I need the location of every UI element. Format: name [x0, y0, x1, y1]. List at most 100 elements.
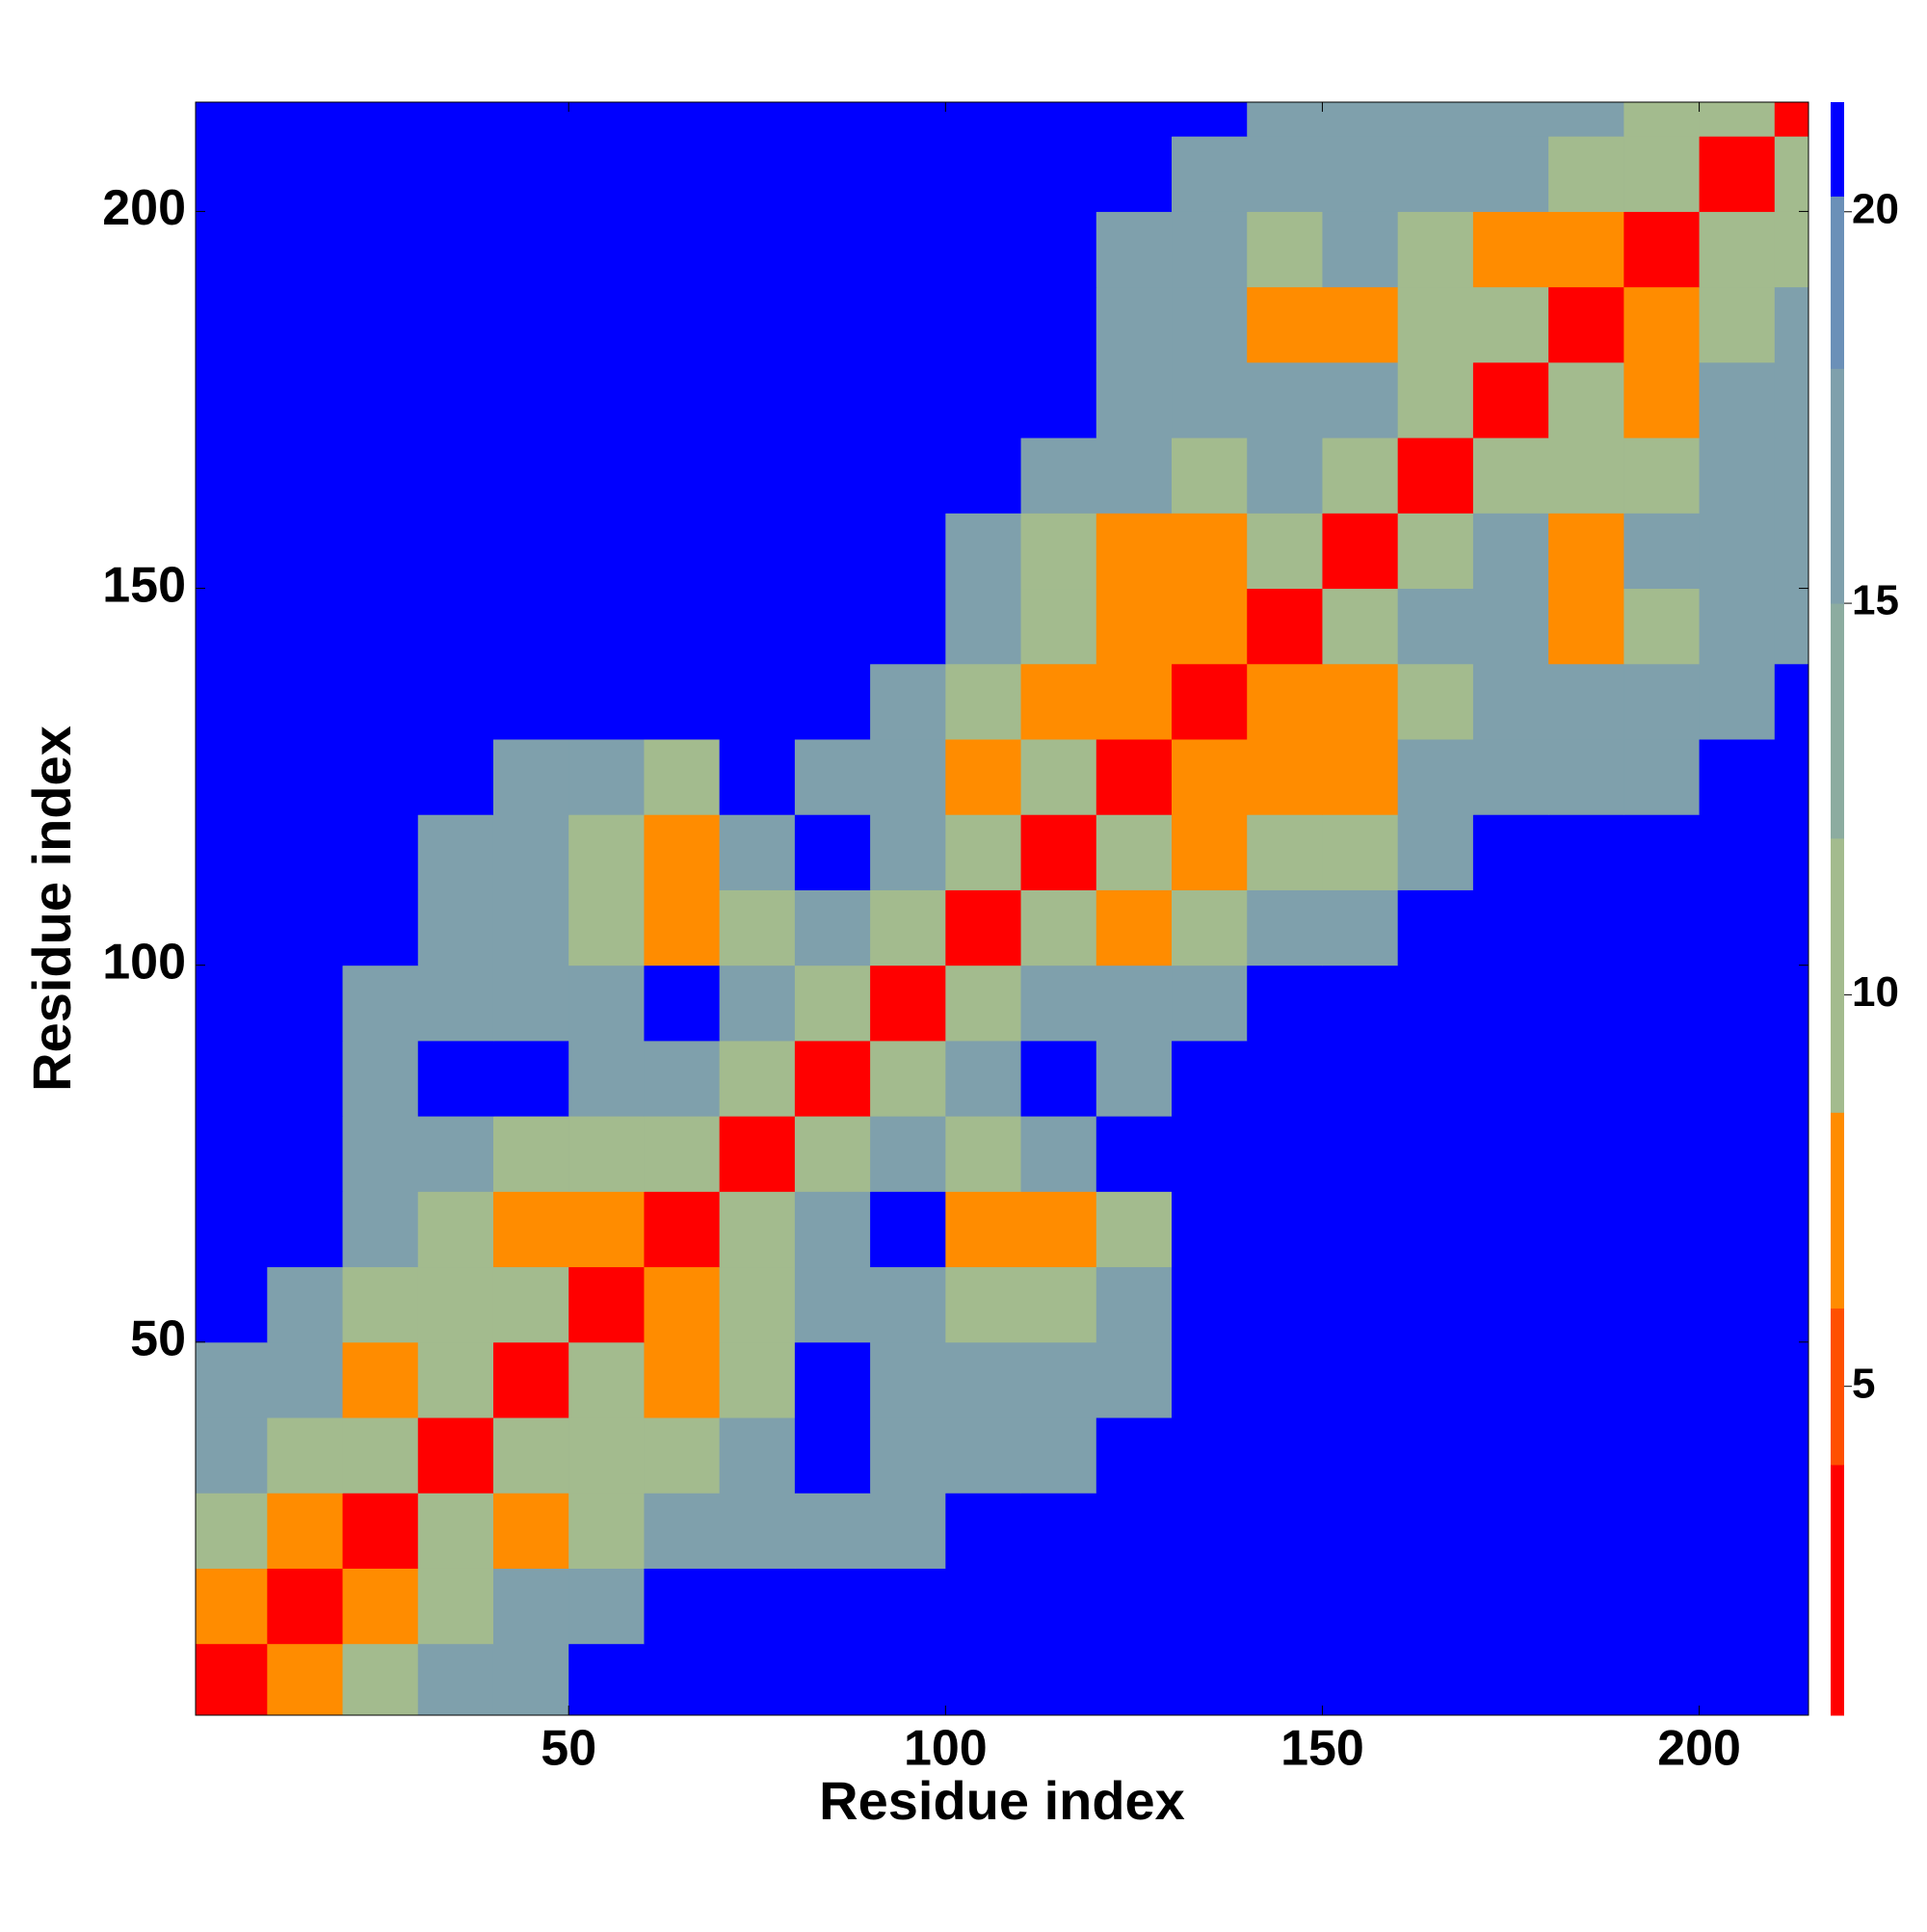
- heatmap-cell: [417, 889, 494, 966]
- heatmap-cell: [1247, 588, 1323, 665]
- heatmap-cell: [1247, 1493, 1323, 1569]
- heatmap-cell: [1397, 102, 1474, 137]
- heatmap-cell: [342, 1116, 419, 1192]
- heatmap-cell: [1548, 1040, 1624, 1117]
- heatmap-cell: [196, 965, 268, 1042]
- heatmap-cell: [417, 513, 494, 590]
- heatmap-cell: [644, 889, 721, 966]
- heatmap-cell: [492, 738, 569, 815]
- heatmap-cell: [794, 1568, 871, 1645]
- heatmap-cell: [417, 211, 494, 288]
- heatmap-cell: [719, 102, 796, 137]
- heatmap-cell: [1397, 738, 1474, 815]
- heatmap-cell: [1397, 814, 1474, 890]
- heatmap-cell: [1172, 1417, 1248, 1494]
- heatmap-cell: [945, 211, 1022, 288]
- heatmap-cell: [1020, 211, 1097, 288]
- heatmap-cell: [1397, 437, 1474, 514]
- y-tick-label: 200: [102, 180, 186, 236]
- heatmap-cell: [267, 102, 344, 137]
- heatmap-cell: [870, 1643, 946, 1715]
- heatmap-cell: [719, 136, 796, 212]
- heatmap-cell: [644, 1568, 721, 1645]
- heatmap-cell: [342, 1417, 419, 1494]
- heatmap-cell: [1699, 663, 1776, 740]
- heatmap-cell: [1472, 889, 1549, 966]
- heatmap-cell: [1095, 1493, 1173, 1569]
- heatmap-cell: [342, 102, 419, 137]
- heatmap-cell: [568, 513, 645, 590]
- heatmap-cell: [870, 889, 946, 966]
- heatmap-cell: [794, 1493, 871, 1569]
- heatmap-cell: [1623, 1266, 1701, 1343]
- heatmap-cell: [1623, 211, 1701, 288]
- heatmap-cell: [417, 1116, 494, 1192]
- heatmap-cell: [1548, 513, 1624, 590]
- heatmap-cell: [945, 1493, 1022, 1569]
- heatmap-cell: [342, 1040, 419, 1117]
- heatmap-cell: [568, 1568, 645, 1645]
- heatmap-cell: [342, 1643, 419, 1715]
- heatmap-cell: [267, 1341, 344, 1418]
- heatmap-cell: [644, 1493, 721, 1569]
- heatmap-cell: [1247, 1040, 1323, 1117]
- heatmap-cell: [1548, 889, 1624, 966]
- heatmap-cell: [568, 211, 645, 288]
- heatmap-cell: [1020, 1266, 1097, 1343]
- heatmap-cell: [1172, 965, 1248, 1042]
- heatmap-cell: [1774, 437, 1808, 514]
- heatmap-cell: [267, 814, 344, 890]
- heatmap-cell: [719, 889, 796, 966]
- heatmap-cell: [1172, 1568, 1248, 1645]
- heatmap-cell: [1699, 965, 1776, 1042]
- colorbar-band: [1831, 102, 1844, 198]
- heatmap-cell: [1095, 102, 1173, 137]
- heatmap-cell: [945, 1116, 1022, 1192]
- heatmap-cell: [1247, 1417, 1323, 1494]
- colorbar-band: [1831, 1308, 1844, 1466]
- heatmap-cell: [1020, 1191, 1097, 1268]
- heatmap-cell: [719, 965, 796, 1042]
- heatmap-cell: [568, 1266, 645, 1343]
- heatmap-cell: [1397, 1191, 1474, 1268]
- heatmap-cell: [1397, 136, 1474, 212]
- heatmap-cell: [1472, 136, 1549, 212]
- heatmap-cell: [644, 1040, 721, 1117]
- heatmap-cell: [1774, 361, 1808, 438]
- heatmap-cell: [568, 1040, 645, 1117]
- heatmap-cell: [1623, 1493, 1701, 1569]
- heatmap-cell: [1397, 1643, 1474, 1715]
- heatmap-cell: [870, 1040, 946, 1117]
- heatmap-cell: [644, 1266, 721, 1343]
- heatmap-cell: [644, 588, 721, 665]
- heatmap-cell: [1472, 738, 1549, 815]
- heatmap-cell: [417, 1643, 494, 1715]
- heatmap-cell: [1623, 361, 1701, 438]
- heatmap-cell: [1095, 814, 1173, 890]
- heatmap-cell: [568, 1116, 645, 1192]
- x-tick-label: 200: [1657, 1721, 1741, 1777]
- heatmap-cell: [417, 1040, 494, 1117]
- heatmap-cell: [267, 1040, 344, 1117]
- heatmap-cell: [794, 1191, 871, 1268]
- heatmap-cell: [1397, 211, 1474, 288]
- heatmap-cell: [568, 361, 645, 438]
- heatmap-cell: [644, 738, 721, 815]
- heatmap-cell: [644, 102, 721, 137]
- heatmap-cell: [1472, 211, 1549, 288]
- heatmap-cell: [1397, 1116, 1474, 1192]
- heatmap-cell: [568, 437, 645, 514]
- heatmap-cell: [1397, 513, 1474, 590]
- heatmap-cell: [1472, 1493, 1549, 1569]
- heatmap-cell: [492, 1040, 569, 1117]
- heatmap-cell: [1247, 361, 1323, 438]
- heatmap-cell: [342, 814, 419, 890]
- heatmap-cell: [1322, 513, 1399, 590]
- heatmap-cell: [719, 1266, 796, 1343]
- heatmap-cell: [1172, 286, 1248, 363]
- heatmap-cell: [492, 889, 569, 966]
- heatmap-cell: [196, 1417, 268, 1494]
- heatmap-cell: [1322, 1643, 1399, 1715]
- heatmap-cell: [196, 1116, 268, 1192]
- heatmap-cell: [870, 1266, 946, 1343]
